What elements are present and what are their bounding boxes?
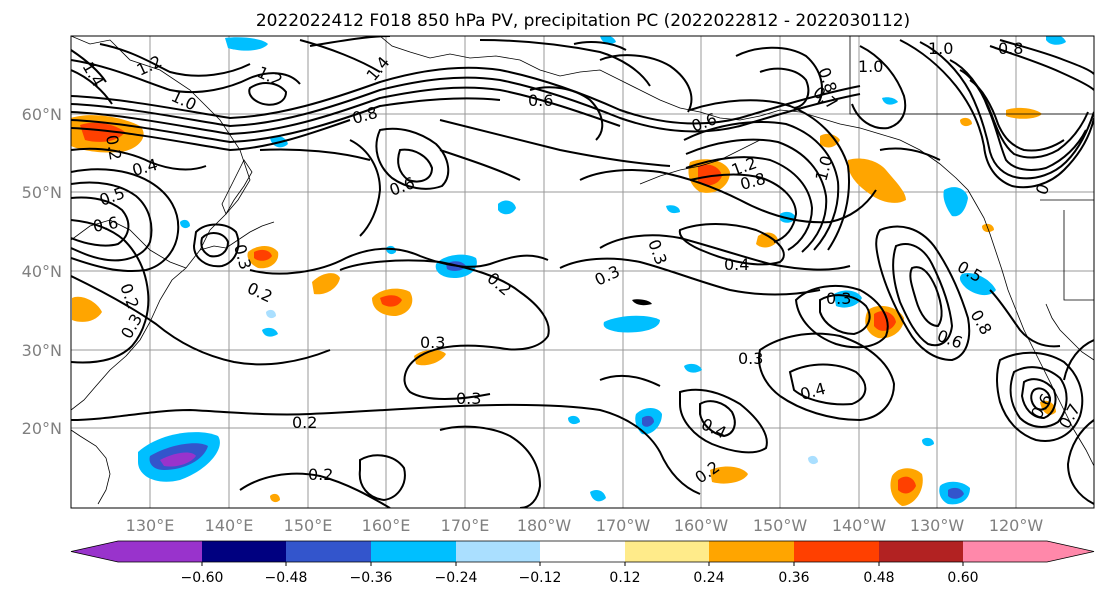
contour-label: 0.2 xyxy=(292,413,317,432)
lon-tick-label: 160°E xyxy=(362,516,411,535)
lon-tick-label: 150°E xyxy=(284,516,333,535)
colorbar-segment xyxy=(540,541,625,562)
lon-tick-label: 140°E xyxy=(205,516,254,535)
colorbar-tick-label: −0.60 xyxy=(181,570,224,586)
colorbar-tick-label: −0.48 xyxy=(265,570,308,586)
lon-tick-label: 180°W xyxy=(517,516,572,535)
lon-tick-label: 130°E xyxy=(126,516,175,535)
colorbar-segment xyxy=(879,541,963,562)
colorbar-tick-label: −0.12 xyxy=(519,570,562,586)
colorbar: −0.60 −0.48 −0.36 −0.24 −0.12 0.12 0.24 0.36 0.4… xyxy=(70,540,1095,586)
lon-tick-label: 170°E xyxy=(441,516,490,535)
colorbar-outline xyxy=(70,540,1095,563)
contour-label: 0.2 xyxy=(308,465,333,484)
colorbar-segment xyxy=(709,541,794,562)
lat-tick-label: 30°N xyxy=(22,341,62,360)
contour-label: 0.3 xyxy=(826,289,851,308)
contour-label: 0.3 xyxy=(456,389,481,408)
lat-tick-label: 20°N xyxy=(22,419,62,438)
colorbar-segment xyxy=(202,541,286,562)
map-panel xyxy=(71,36,1094,508)
lon-tick-label: 170°W xyxy=(596,516,651,535)
contour-label: 1.0 xyxy=(858,57,883,76)
colorbar-tick-label: 0.36 xyxy=(778,570,809,586)
lon-tick-label: 160°W xyxy=(674,516,729,535)
contour-label: 0.4 xyxy=(724,255,749,274)
colorbar-tick-label: 0.24 xyxy=(693,570,724,586)
lat-tick-label: 40°N xyxy=(22,262,62,281)
colorbar-segment xyxy=(371,541,456,562)
precip-shading xyxy=(71,36,1066,506)
colorbar-segment xyxy=(286,541,371,562)
contour-label: 0.6 xyxy=(528,91,553,110)
map-title: 2022022412 F018 850 hPa PV, precipitatio… xyxy=(256,11,910,31)
lat-tick-label: 60°N xyxy=(22,105,62,124)
contour-label: 0.3 xyxy=(738,349,763,368)
lon-tick-label: 130°W xyxy=(910,516,965,535)
lat-tick-labels: 60°N 50°N 40°N 30°N 20°N xyxy=(22,105,62,438)
lon-tick-label: 140°W xyxy=(832,516,887,535)
lon-tick-label: 120°W xyxy=(989,516,1044,535)
pv-contours xyxy=(71,36,1094,508)
lon-tick-labels: 130°E 140°E 150°E 160°E 170°E 180°W 170°… xyxy=(126,516,1044,535)
contour-label: 0.3 xyxy=(420,333,445,352)
lon-tick-label: 150°W xyxy=(753,516,808,535)
contour-label: 0.2 xyxy=(102,133,125,161)
colorbar-tick-label: 0.12 xyxy=(609,570,640,586)
lat-tick-label: 50°N xyxy=(22,183,62,202)
colorbar-tick-label: −0.36 xyxy=(350,570,393,586)
map-border xyxy=(70,35,1095,509)
colorbar-segment xyxy=(794,541,879,562)
contour-label: 1.0 xyxy=(928,39,953,58)
colorbar-tick-label: −0.24 xyxy=(435,570,478,586)
contour-label: 0.8 xyxy=(998,39,1023,58)
colorbar-segment xyxy=(963,541,1094,562)
colorbar-tick-label: 0.48 xyxy=(863,570,894,586)
graticule xyxy=(71,36,1094,508)
contour-label: 0.6 xyxy=(91,213,119,236)
coastlines xyxy=(71,36,1094,505)
colorbar-segment xyxy=(625,541,709,562)
colorbar-tick-label: 0.60 xyxy=(947,570,978,586)
colorbar-segment xyxy=(456,541,540,562)
colorbar-segment xyxy=(71,541,202,562)
